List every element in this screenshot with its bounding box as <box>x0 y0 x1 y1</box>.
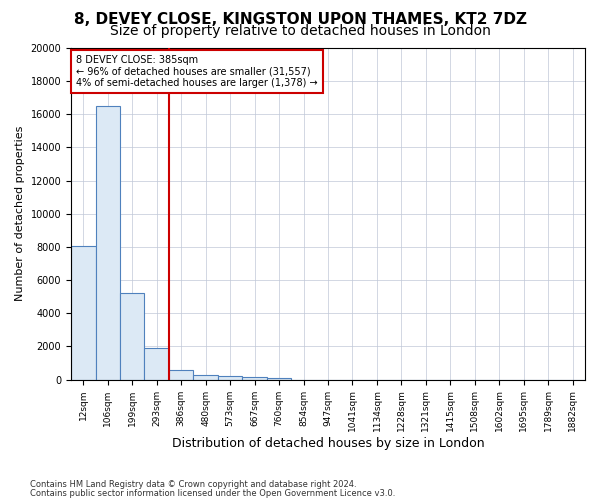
Bar <box>193 375 218 380</box>
Text: 8, DEVEY CLOSE, KINGSTON UPON THAMES, KT2 7DZ: 8, DEVEY CLOSE, KINGSTON UPON THAMES, KT… <box>74 12 527 28</box>
Text: Contains public sector information licensed under the Open Government Licence v3: Contains public sector information licen… <box>30 488 395 498</box>
Bar <box>71 246 95 380</box>
Bar <box>145 348 169 380</box>
Text: 8 DEVEY CLOSE: 385sqm
← 96% of detached houses are smaller (31,557)
4% of semi-d: 8 DEVEY CLOSE: 385sqm ← 96% of detached … <box>76 54 318 88</box>
Bar <box>218 376 242 380</box>
Bar <box>169 370 193 380</box>
Text: Contains HM Land Registry data © Crown copyright and database right 2024.: Contains HM Land Registry data © Crown c… <box>30 480 356 489</box>
Y-axis label: Number of detached properties: Number of detached properties <box>15 126 25 302</box>
Bar <box>242 378 267 380</box>
Bar <box>95 106 120 380</box>
Bar <box>267 378 292 380</box>
Text: Size of property relative to detached houses in London: Size of property relative to detached ho… <box>110 24 490 38</box>
X-axis label: Distribution of detached houses by size in London: Distribution of detached houses by size … <box>172 437 484 450</box>
Bar <box>120 294 145 380</box>
